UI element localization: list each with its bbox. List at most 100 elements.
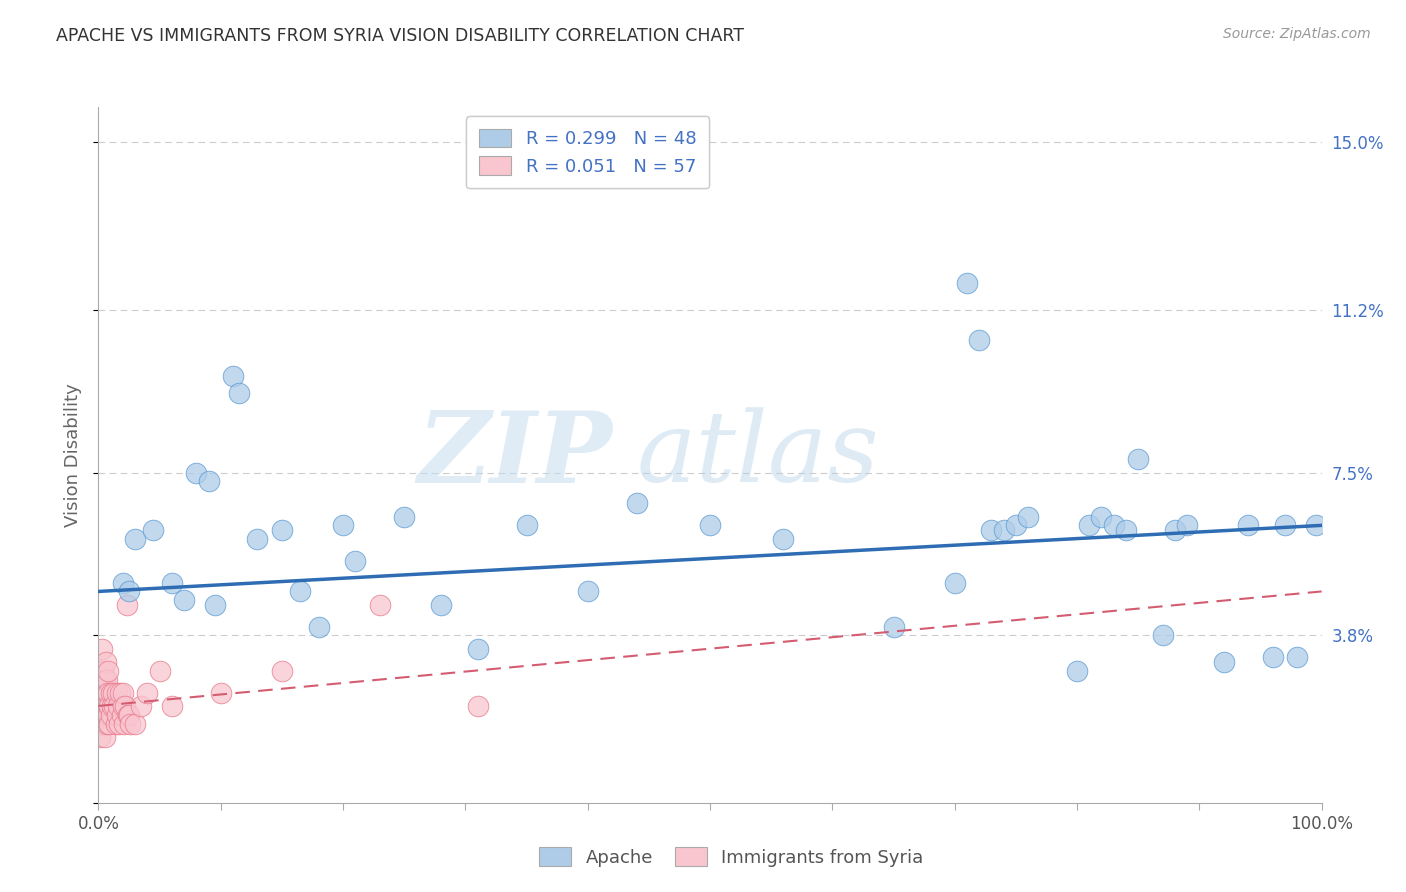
Point (117, 707, 139, 722)
Point (246, 532, 269, 546)
Point (124, 716, 146, 731)
Point (430, 598, 453, 612)
Point (149, 664, 172, 678)
Point (96, 698, 118, 713)
Point (1078, 518, 1101, 533)
Point (91, 686, 114, 700)
Point (186, 466, 208, 480)
Point (97, 686, 120, 700)
Point (120, 716, 142, 731)
Point (91, 716, 114, 731)
Point (103, 698, 125, 713)
Point (93, 730, 115, 744)
Point (90, 686, 112, 700)
Point (1090, 509, 1112, 524)
Point (90, 698, 112, 713)
Point (90, 664, 112, 678)
Point (699, 518, 721, 533)
Point (91, 673, 114, 687)
Point (101, 698, 124, 713)
Point (107, 698, 129, 713)
Point (124, 532, 146, 546)
Text: Source: ZipAtlas.com: Source: ZipAtlas.com (1223, 27, 1371, 41)
Point (1017, 509, 1039, 524)
Point (1261, 650, 1284, 665)
Point (111, 575, 134, 590)
Point (91, 707, 114, 722)
Point (94, 655, 117, 669)
Legend: Apache, Immigrants from Syria: Apache, Immigrants from Syria (531, 840, 931, 874)
Point (956, 276, 979, 290)
Point (97, 707, 120, 722)
Point (1164, 523, 1187, 537)
Point (91, 698, 114, 713)
Text: APACHE VS IMMIGRANTS FROM SYRIA VISION DISABILITY CORRELATION CHART: APACHE VS IMMIGRANTS FROM SYRIA VISION D… (56, 27, 744, 45)
Point (94, 686, 117, 700)
Point (270, 523, 294, 537)
Point (204, 598, 226, 612)
Point (1237, 518, 1260, 533)
Text: ZIP: ZIP (418, 407, 612, 503)
Y-axis label: Vision Disability: Vision Disability (65, 383, 83, 527)
Point (308, 620, 330, 634)
Point (222, 368, 245, 383)
Point (626, 496, 648, 510)
Point (105, 707, 128, 722)
Point (209, 686, 232, 700)
Point (100, 686, 122, 700)
Point (993, 523, 1015, 537)
Point (91, 641, 114, 656)
Point (142, 523, 165, 537)
Point (967, 334, 990, 348)
Point (111, 698, 134, 713)
Point (1175, 518, 1198, 533)
Point (129, 698, 152, 713)
Point (1004, 518, 1026, 533)
Point (91, 664, 114, 678)
Point (96, 673, 118, 687)
Point (111, 707, 134, 722)
Point (93, 673, 115, 687)
Point (270, 664, 294, 678)
Point (173, 593, 195, 607)
Point (1286, 650, 1309, 665)
Point (111, 686, 134, 700)
Point (110, 686, 132, 700)
Point (90, 716, 112, 731)
Point (1152, 628, 1174, 642)
Point (228, 386, 250, 401)
Point (89, 707, 111, 722)
Point (1115, 523, 1137, 537)
Point (883, 620, 905, 634)
Point (1305, 518, 1327, 533)
Point (98, 698, 121, 713)
Point (1274, 518, 1296, 533)
Point (1212, 655, 1234, 669)
Point (160, 698, 183, 713)
Point (467, 698, 489, 713)
Point (197, 475, 219, 489)
Text: atlas: atlas (637, 408, 879, 502)
Point (89, 686, 111, 700)
Point (467, 641, 489, 656)
Point (104, 716, 127, 731)
Point (93, 698, 115, 713)
Point (115, 598, 138, 612)
Point (368, 598, 391, 612)
Point (112, 716, 135, 731)
Point (576, 584, 599, 599)
Point (96, 716, 118, 731)
Point (290, 584, 312, 599)
Point (94, 707, 117, 722)
Point (114, 698, 136, 713)
Point (136, 686, 159, 700)
Point (89, 730, 111, 744)
Point (118, 584, 141, 599)
Point (332, 518, 354, 533)
Point (980, 523, 1002, 537)
Point (108, 716, 131, 731)
Point (1066, 664, 1088, 678)
Point (98, 716, 121, 731)
Point (515, 518, 537, 533)
Point (97, 664, 120, 678)
